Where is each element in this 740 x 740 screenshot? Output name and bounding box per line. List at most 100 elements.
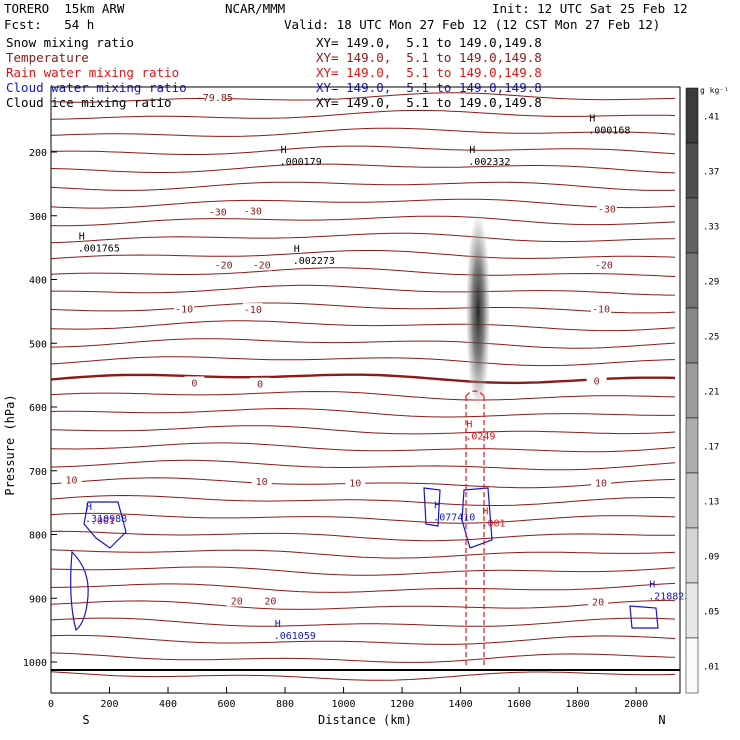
x-tick-label: 1600 (507, 699, 531, 710)
isotherm-line (51, 338, 676, 349)
x-tick-label: 1000 (332, 699, 356, 710)
cloud-water-contour (423, 487, 441, 527)
isotherm-line (51, 127, 676, 137)
isotherm-line (51, 634, 676, 645)
snow-plume (465, 195, 492, 407)
isotherm-label: 10 (65, 475, 77, 486)
isotherm-line (51, 320, 676, 332)
isotherm-label-bg (226, 594, 247, 607)
plot-frame (50, 86, 681, 694)
y-tick-label: 700 (29, 467, 47, 478)
maximum-marker: H (589, 113, 595, 124)
x-end-label-south: S (82, 713, 89, 727)
y-tick-label: 200 (29, 148, 47, 159)
isotherm-label-bg (251, 258, 272, 271)
field-name-rain: Rain water mixing ratio (6, 65, 180, 80)
isotherm-line (51, 442, 676, 453)
y-tick-label: 500 (29, 339, 47, 350)
cloud-water-contour (629, 605, 659, 629)
isotherm-label: 20 (592, 598, 604, 609)
colorbar-cell (685, 197, 699, 254)
colorbar-cell (685, 637, 699, 694)
field-name-temperature: Temperature (6, 50, 89, 65)
isotherm-label: 10 (256, 477, 268, 488)
x-tick-label: 600 (218, 699, 236, 710)
isotherm-line (51, 671, 676, 681)
isotherm-line (51, 92, 676, 103)
colorbar-cell (685, 362, 699, 419)
isotherm-line (51, 181, 676, 191)
isotherm-line (51, 566, 676, 576)
isotherm-label-bg (586, 374, 607, 387)
isotherm-label: -20 (215, 260, 233, 271)
forecast-hour: Fcst: 54 h (4, 17, 95, 32)
x-tick-label: 1800 (566, 699, 590, 710)
isotherm-line (51, 407, 676, 418)
isotherm-line (51, 373, 676, 385)
isotherm-label-bg (242, 303, 263, 316)
isotherm-label: -10 (175, 304, 193, 315)
colorbar-label: .29 (703, 278, 719, 288)
isotherm-label: -10 (244, 305, 262, 316)
isotherm-label: 20 (264, 596, 276, 607)
maximum-value: .001 (91, 516, 115, 527)
x-tick-label: 200 (100, 699, 118, 710)
cloud-water-contour (70, 550, 89, 632)
isotherm-line (51, 109, 676, 120)
isotherm-label: 0 (594, 377, 600, 388)
isotherm-label-bg (207, 205, 228, 218)
maximum-value: .002273 (293, 256, 335, 267)
isotherm-line (51, 549, 676, 559)
isotherm-label-bg (250, 377, 271, 390)
isotherm-label: 0 (257, 380, 263, 391)
colorbar-cell (685, 472, 699, 529)
maximum-marker: H (469, 145, 475, 156)
isotherm-label: -20 (253, 260, 271, 271)
isotherm-label: -79.85 (197, 93, 233, 104)
isotherm-label-bg (596, 202, 617, 215)
isotherm-label-bg (251, 475, 272, 488)
isotherm-line (51, 250, 676, 260)
init-time: Init: 12 UTC Sat 25 Feb 12 (492, 1, 688, 16)
maximum-marker: H (294, 244, 300, 255)
maximum-marker: H (466, 419, 472, 430)
isotherm-label-bg (260, 594, 281, 607)
isotherm-label-bg (204, 90, 225, 103)
isotherm-line (51, 390, 676, 401)
model-title: TORERO 15km ARW (4, 1, 125, 16)
isotherm-line (51, 356, 676, 367)
colorbar-label: .09 (703, 553, 719, 563)
isotherm-line (51, 494, 676, 506)
isotherm-line (51, 284, 675, 296)
isotherm-line (51, 267, 676, 277)
colorbar-cell (685, 527, 699, 584)
isotherm-line (51, 652, 676, 663)
colorbar-label: .01 (703, 663, 719, 673)
field-xy-snow: XY= 149.0, 5.1 to 149.0,149.8 (316, 35, 542, 50)
maximum-marker: H (79, 231, 85, 242)
field-name-snow: Snow mixing ratio (6, 35, 134, 50)
maximum-value: .0249 (465, 431, 495, 442)
isotherm-label: -30 (244, 206, 262, 217)
x-end-label-north: N (658, 713, 665, 727)
colorbar-label: .33 (703, 223, 719, 233)
isotherm-line (51, 599, 675, 610)
isotherm-line (51, 232, 675, 244)
isotherm-label: -30 (598, 204, 616, 215)
isotherm-label-bg (61, 473, 82, 486)
y-tick-label: 1000 (23, 658, 47, 669)
x-tick-label: 1200 (390, 699, 414, 710)
maximum-value: .002332 (468, 157, 510, 168)
colorbar-cell (685, 142, 699, 199)
colorbar-label: .05 (703, 608, 719, 618)
y-axis-label: Pressure (hPa) (3, 394, 17, 495)
center-title: NCAR/MMM (225, 1, 286, 16)
isotherm-label: 10 (595, 479, 607, 490)
colorbar-cell (685, 252, 699, 309)
colorbar-label: .37 (703, 168, 719, 178)
colorbar-cell (685, 582, 699, 639)
maximum-marker: H (86, 502, 92, 513)
isotherm-line (51, 302, 676, 314)
maximum-value: .310988 (85, 514, 127, 525)
